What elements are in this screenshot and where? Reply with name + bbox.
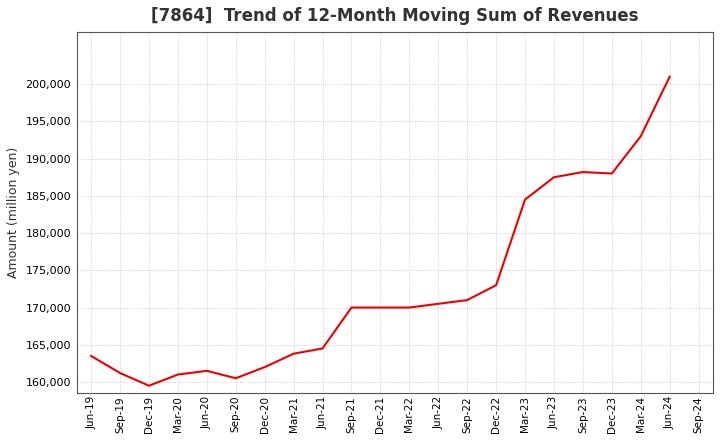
Title: [7864]  Trend of 12-Month Moving Sum of Revenues: [7864] Trend of 12-Month Moving Sum of R… [151,7,639,25]
Y-axis label: Amount (million yen): Amount (million yen) [7,147,20,278]
